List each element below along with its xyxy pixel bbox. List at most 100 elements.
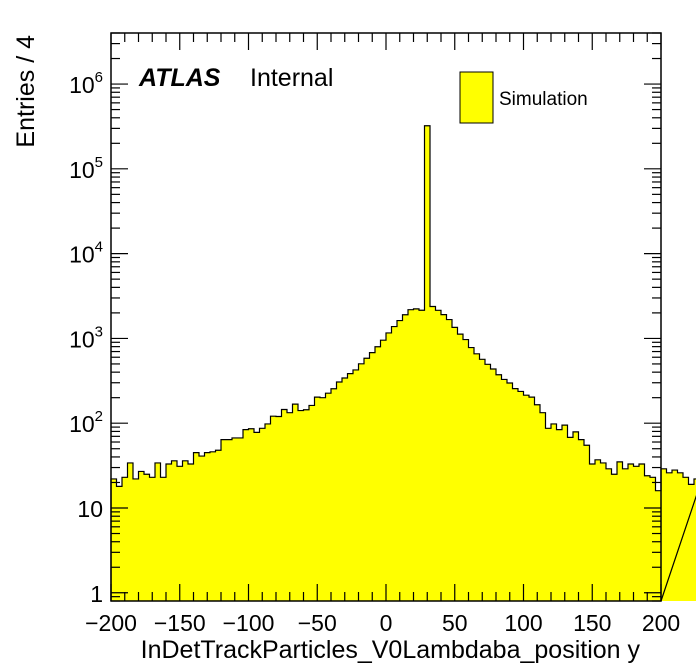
atlas-label: ATLAS — [138, 64, 221, 92]
histogram-bar — [402, 314, 409, 601]
x-tick-label: −150 — [154, 610, 206, 636]
histogram-bar — [199, 456, 205, 601]
x-tick-label: −50 — [298, 610, 337, 636]
histogram-bar — [166, 464, 172, 601]
histogram-bar — [490, 368, 497, 601]
histogram-bar — [298, 410, 304, 601]
histogram-bar — [501, 379, 508, 601]
histogram-bar — [127, 462, 134, 601]
histogram-bar — [122, 477, 128, 601]
legend-swatch-simulation — [459, 71, 494, 124]
histogram-bar — [683, 477, 689, 601]
y-tick-label: 10 — [77, 496, 103, 522]
histogram-bar — [380, 340, 387, 601]
histogram-bar — [463, 339, 469, 601]
histogram-bar — [369, 352, 376, 601]
histogram-bar — [485, 364, 491, 601]
histogram-bar — [540, 412, 546, 601]
histogram-bar — [358, 363, 365, 601]
histogram-bar — [309, 405, 315, 601]
histogram-bar — [259, 428, 266, 601]
histogram-bar — [336, 382, 343, 601]
histogram-bar — [694, 478, 696, 601]
histogram-bar — [149, 477, 156, 601]
histogram-bar — [435, 310, 442, 601]
histogram-bar — [639, 464, 645, 601]
histogram-bar — [325, 393, 332, 601]
histogram-bar — [578, 439, 585, 601]
histogram-bar — [287, 412, 293, 601]
histogram-bar — [545, 428, 552, 601]
histogram-bar — [193, 452, 200, 601]
legend: Simulation — [459, 71, 588, 124]
x-tick-label: 200 — [642, 610, 680, 636]
y-axis-ticks — [111, 32, 661, 602]
histogram-bar — [419, 310, 425, 601]
histogram-bar — [133, 478, 139, 601]
histogram-outline — [110, 125, 696, 602]
histogram-bar — [292, 404, 299, 601]
histogram-bar — [331, 388, 337, 601]
histogram-bar — [589, 464, 596, 601]
histogram-bar — [611, 474, 618, 601]
histogram-bar — [441, 314, 447, 601]
histogram-bar — [688, 484, 695, 601]
histogram-bar — [600, 462, 607, 601]
y-tick-labels: 1 10 102 103 104 105 106 — [69, 69, 103, 607]
histogram-bar — [243, 429, 249, 601]
y-tick-label: 105 — [69, 154, 103, 183]
histogram-bar — [270, 416, 277, 601]
histogram-bar — [248, 428, 255, 601]
histogram-bar — [468, 347, 475, 601]
histogram-bar — [507, 383, 513, 601]
histogram-bar — [413, 308, 420, 601]
histogram-bar — [254, 432, 260, 601]
y-tick-label: 103 — [69, 323, 103, 352]
y-tick-label: 1 — [90, 581, 103, 607]
histogram-bar — [562, 425, 568, 601]
histogram-bar — [573, 431, 579, 601]
histogram-bar — [622, 468, 629, 601]
x-tick-label: −200 — [85, 610, 137, 636]
histogram-bar — [595, 459, 601, 601]
histogram-bar — [188, 464, 194, 601]
y-tick-label: 106 — [69, 69, 103, 98]
histogram-bar — [221, 439, 227, 601]
legend-label-simulation: Simulation — [499, 89, 588, 110]
x-axis-title: InDetTrackParticles_V0Lambdaba_position … — [141, 636, 641, 664]
histogram-bar — [551, 423, 557, 601]
histogram-bar — [430, 306, 436, 601]
histogram-bar — [232, 437, 238, 601]
histogram-bar — [606, 468, 612, 601]
histogram-bar — [644, 475, 651, 601]
histogram-bar — [424, 125, 431, 601]
x-axis-ticks — [110, 33, 662, 601]
histogram-bar — [452, 327, 458, 601]
histogram-bar — [237, 437, 244, 601]
histogram-bar — [479, 359, 486, 601]
x-tick-label: 100 — [504, 610, 542, 636]
histogram-bar — [155, 462, 161, 601]
histogram-bar — [347, 373, 354, 601]
histogram-bar — [265, 423, 271, 601]
histogram-bar — [303, 409, 310, 601]
histogram-bar — [628, 464, 634, 601]
histogram-bar — [226, 439, 233, 601]
histogram-bar — [281, 409, 288, 601]
histogram-bar — [408, 309, 414, 601]
histogram-bar — [160, 477, 167, 601]
histogram-bar — [210, 451, 216, 601]
histogram-bar — [633, 466, 640, 601]
histogram-bar — [364, 358, 370, 601]
histogram-bar — [314, 397, 321, 601]
x-tick-label: 0 — [380, 610, 393, 636]
histogram-bar — [512, 388, 519, 601]
histogram-bar — [204, 452, 211, 601]
histogram-bar — [171, 460, 178, 601]
histogram-bar — [342, 378, 348, 601]
histogram-bar — [397, 320, 403, 601]
histogram-bar — [457, 334, 464, 601]
histogram-bar — [375, 346, 381, 601]
histogram-bar — [320, 397, 326, 601]
